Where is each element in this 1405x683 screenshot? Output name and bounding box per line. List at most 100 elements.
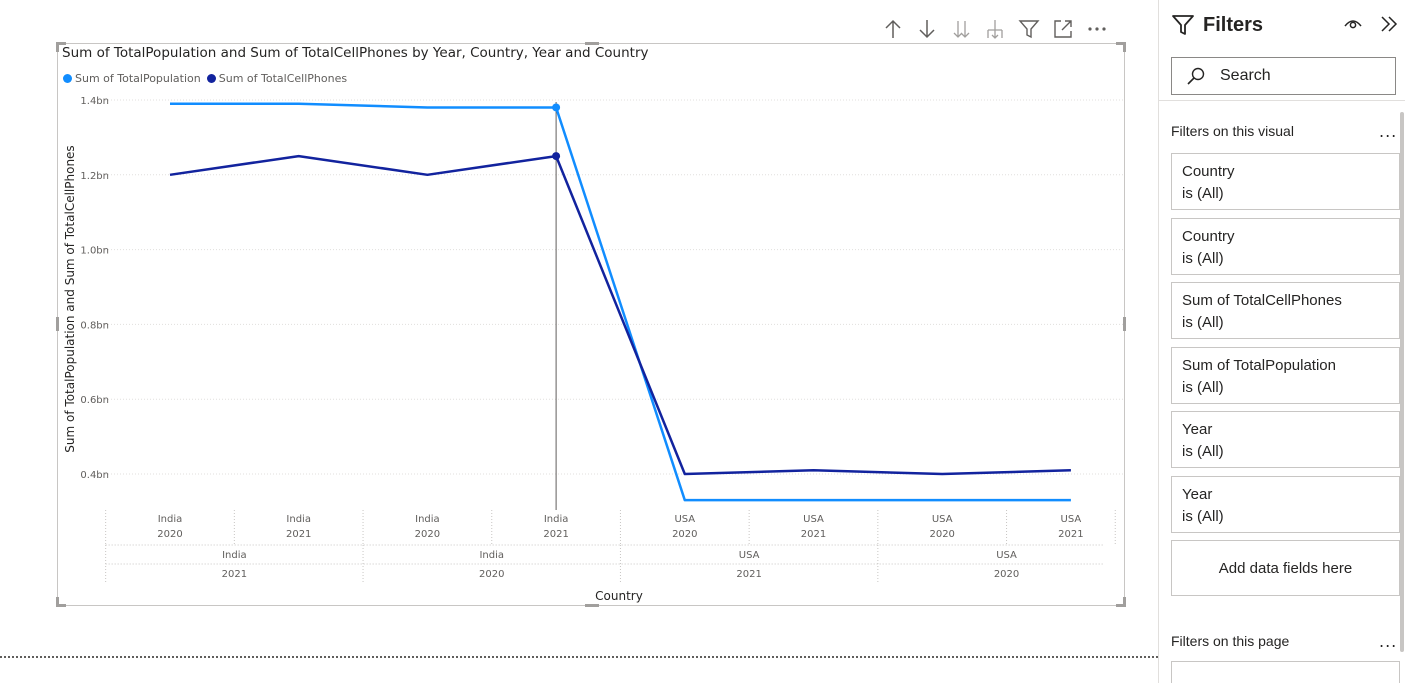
go-to-next-level-button[interactable] xyxy=(944,14,978,44)
filter-field-name: Country xyxy=(1182,163,1235,180)
search-input[interactable] xyxy=(1220,67,1370,85)
visual-filter-button[interactable] xyxy=(1012,14,1046,44)
resize-handle-bottom-left-v[interactable] xyxy=(56,597,59,607)
y-tick-label: 0.8bn xyxy=(80,320,109,331)
filter-state: is (All) xyxy=(1182,185,1224,202)
arrow-down-icon xyxy=(919,20,935,39)
x-group-label-year: 2021 xyxy=(222,569,247,580)
resize-handle-top-left-v[interactable] xyxy=(56,42,59,52)
resize-handle-top-right[interactable] xyxy=(1116,42,1126,45)
resize-handle-bottom-left[interactable] xyxy=(56,604,66,607)
y-tick-label: 1.4bn xyxy=(80,96,109,107)
series xyxy=(169,102,1071,510)
collapse-pane-button[interactable] xyxy=(1377,12,1401,36)
x-tick-label-year: 2020 xyxy=(672,529,697,540)
resize-handle-bottom-right[interactable] xyxy=(1116,604,1126,607)
y-axis-title: Sum of TotalPopulation and Sum of TotalC… xyxy=(63,145,77,452)
filter-field-name: Sum of TotalCellPhones xyxy=(1182,292,1342,309)
x-group-label-year: 2020 xyxy=(994,569,1019,580)
x-tick-label-country: India xyxy=(415,514,440,525)
add-data-fields-dropzone[interactable]: Add data fields here xyxy=(1171,540,1400,596)
expand-next-level-button[interactable] xyxy=(978,14,1012,44)
eye-icon xyxy=(1344,20,1362,29)
filter-field-name: Year xyxy=(1182,421,1213,438)
legend-item-population[interactable]: Sum of TotalPopulation xyxy=(63,72,201,85)
filters-scrollbar[interactable] xyxy=(1400,112,1404,652)
page-filters-heading: Filters on this page xyxy=(1171,633,1290,649)
x-axis-title: Country xyxy=(595,589,643,603)
y-tick-label: 0.4bn xyxy=(80,470,109,481)
filter-field-name: Country xyxy=(1182,228,1235,245)
legend-marker xyxy=(63,74,72,83)
y-tick-label: 0.6bn xyxy=(80,395,109,406)
chart-plot: 0.4bn 0.6bn 0.8bn 1.0bn 1.2bn 1.4bn India 2020 I… xyxy=(63,96,1124,603)
more-options-icon xyxy=(1088,27,1106,31)
x-group-label-year: 2021 xyxy=(736,569,761,580)
line-chart-visual[interactable]: Sum of TotalPopulation and Sum of TotalC… xyxy=(56,42,1126,607)
filters-divider xyxy=(1159,100,1405,101)
more-options-button[interactable] xyxy=(1080,14,1114,44)
filter-card[interactable]: Year is (All) xyxy=(1171,411,1400,468)
filter-state: is (All) xyxy=(1182,314,1224,331)
drill-down-button[interactable] xyxy=(910,14,944,44)
filters-pane: Filters Filters on this visual ... Count… xyxy=(1158,0,1405,683)
filter-card[interactable]: Country is (All) xyxy=(1171,153,1400,210)
resize-handle-bottom[interactable] xyxy=(585,604,599,607)
filters-header: Filters xyxy=(1171,8,1263,42)
filter-field-name: Sum of TotalPopulation xyxy=(1182,357,1336,374)
legend-label: Sum of TotalCellPhones xyxy=(218,72,348,85)
data-point[interactable] xyxy=(552,152,561,161)
page-filter-card[interactable] xyxy=(1171,661,1400,683)
data-point[interactable] xyxy=(552,103,561,112)
visual-filters-more-button[interactable]: ... xyxy=(1379,122,1398,141)
filters-title: Filters xyxy=(1203,13,1264,36)
legend-marker xyxy=(206,74,216,83)
series-line-population xyxy=(170,102,1071,502)
filter-card[interactable]: Country is (All) xyxy=(1171,218,1400,275)
filter-icon xyxy=(1172,15,1194,35)
focus-mode-button[interactable] xyxy=(1046,14,1080,44)
x-group-label-year: 2020 xyxy=(479,569,504,580)
gridlines xyxy=(105,99,1124,475)
x-tick-label-country: India xyxy=(286,514,311,525)
filter-search-box[interactable] xyxy=(1171,57,1396,95)
x-tick-label-country: USA xyxy=(674,514,695,525)
x-tick-label-country: USA xyxy=(803,514,824,525)
axes: 0.4bn 0.6bn 0.8bn 1.0bn 1.2bn 1.4bn India 2020 I… xyxy=(80,96,1116,584)
filter-state: is (All) xyxy=(1182,250,1224,267)
resize-handle-right[interactable] xyxy=(1123,317,1126,331)
resize-handle-top-right-v[interactable] xyxy=(1123,42,1126,52)
drill-up-button[interactable] xyxy=(876,14,910,44)
visual-filters-heading: Filters on this visual xyxy=(1171,123,1294,139)
filter-card[interactable]: Sum of TotalCellPhones is (All) xyxy=(1171,282,1400,339)
page-boundary xyxy=(0,656,1158,658)
chart-legend: Sum of TotalPopulation Sum of TotalCellP… xyxy=(63,72,353,85)
filter-card[interactable]: Year is (All) xyxy=(1171,476,1400,533)
resize-handle-bottom-right-v[interactable] xyxy=(1123,597,1126,607)
toggle-visibility-button[interactable] xyxy=(1341,12,1365,36)
filter-card[interactable]: Sum of TotalPopulation is (All) xyxy=(1171,347,1400,404)
visual-title: Sum of TotalPopulation and Sum of TotalC… xyxy=(62,45,649,61)
x-tick-label-country: India xyxy=(544,514,569,525)
resize-handle-left[interactable] xyxy=(56,317,59,331)
x-tick-label-country: USA xyxy=(1061,514,1082,525)
filter-state: is (All) xyxy=(1182,379,1224,396)
resize-handle-top[interactable] xyxy=(585,42,599,45)
y-tick-label: 1.2bn xyxy=(80,171,109,182)
x-tick-label-country: USA xyxy=(932,514,953,525)
page-filters-more-button[interactable]: ... xyxy=(1379,632,1398,651)
filter-state: is (All) xyxy=(1182,508,1224,525)
x-tick-label-year: 2021 xyxy=(1058,529,1083,540)
resize-handle-top-left[interactable] xyxy=(56,42,66,45)
series-line-cellphones xyxy=(169,154,1071,476)
x-group-label-country: USA xyxy=(739,550,760,561)
x-group-label-country: India xyxy=(479,550,504,561)
legend-item-cellphones[interactable]: Sum of TotalCellPhones xyxy=(206,72,348,85)
expand-hierarchy-icon xyxy=(987,20,1003,39)
x-tick-label-year: 2020 xyxy=(415,529,440,540)
filter-icon xyxy=(1018,20,1040,39)
filter-state: is (All) xyxy=(1182,443,1224,460)
x-tick-label-country: India xyxy=(158,514,183,525)
x-tick-label-year: 2020 xyxy=(929,529,954,540)
